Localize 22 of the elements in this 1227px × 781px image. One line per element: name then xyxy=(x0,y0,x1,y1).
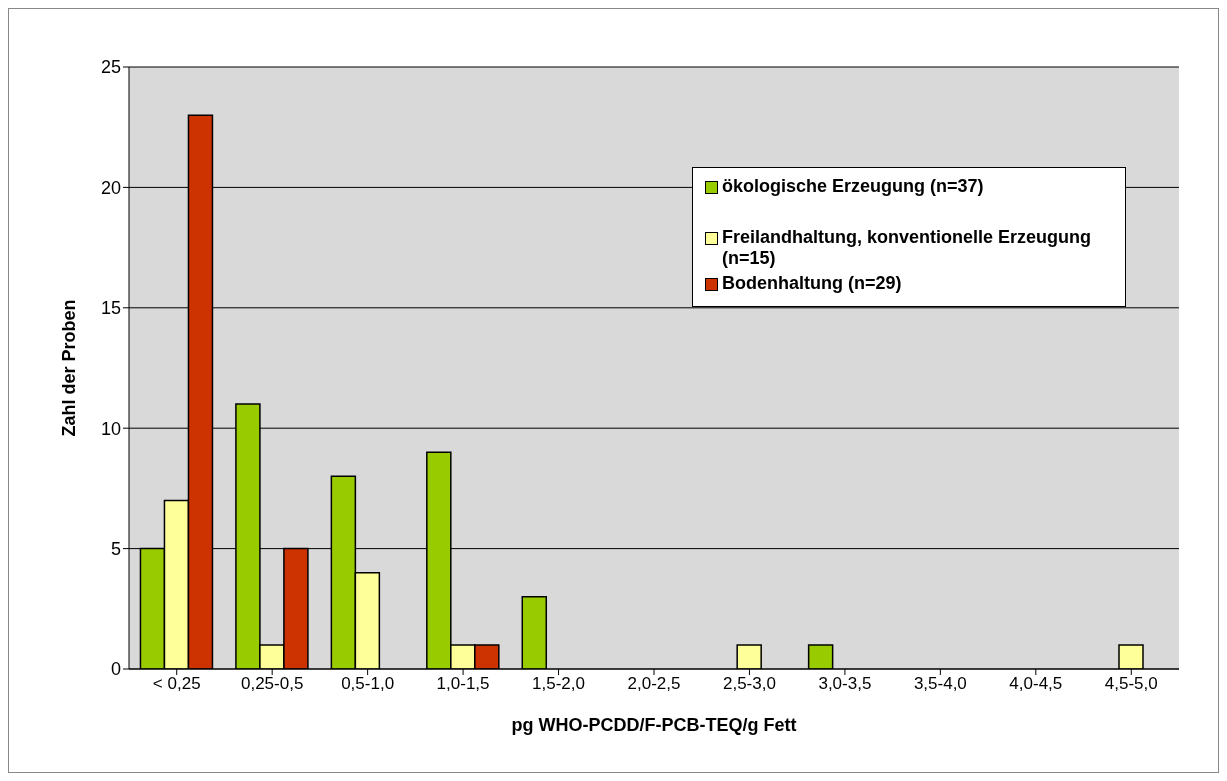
y-axis-title: Zahl der Proben xyxy=(59,299,80,437)
x-tick-label: 1,0-1,5 xyxy=(436,674,490,694)
x-axis-title: pg WHO-PCDD/F-PCB-TEQ/g Fett xyxy=(511,715,797,735)
y-tick-label: 5 xyxy=(110,538,121,559)
y-tick-label: 0 xyxy=(110,659,121,680)
x-tick-label: 0,5-1,0 xyxy=(341,674,395,694)
legend-label: Bodenhaltung (n=29) xyxy=(722,273,902,294)
y-tick-label: 20 xyxy=(100,177,121,198)
x-tick-label: < 0,25 xyxy=(152,674,201,694)
x-tick-label: 1,5-2,0 xyxy=(532,674,586,694)
y-tick-label: 15 xyxy=(100,298,121,319)
x-tick-label: 2,0-2,5 xyxy=(627,674,681,694)
x-tick-label: 0,25-0,5 xyxy=(240,674,304,694)
y-tick-label: 25 xyxy=(100,57,121,78)
x-tick-label: 3,0-3,5 xyxy=(818,674,872,694)
legend-label: ökologische Erzeugung (n=37) xyxy=(722,176,984,197)
legend-label: Freilandhaltung, konventionelle Erzeugung (n=15) xyxy=(722,227,1093,269)
x-tick-label: 4,0-4,5 xyxy=(1009,674,1063,694)
x-tick-label: 2,5-3,0 xyxy=(722,674,776,694)
y-tick-label: 10 xyxy=(100,418,121,439)
x-tick-label: 4,5-5,0 xyxy=(1104,674,1158,694)
x-tick-label: 3,5-4,0 xyxy=(913,674,967,694)
